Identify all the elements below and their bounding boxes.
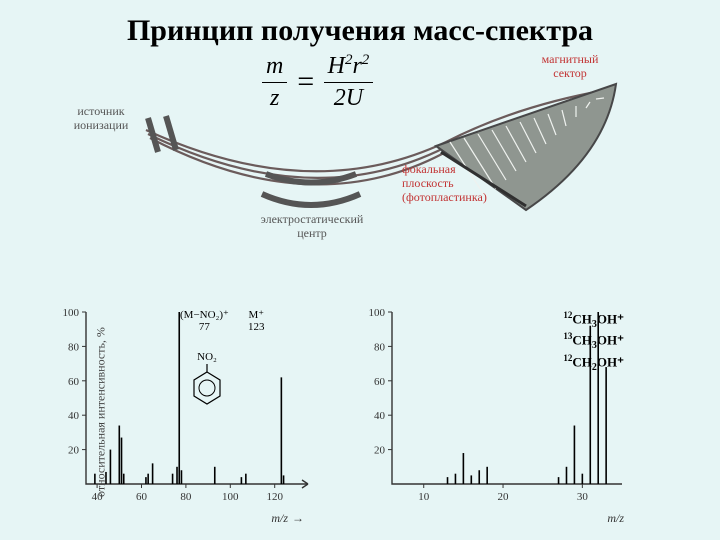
label-centre: электростатическийцентр (242, 212, 382, 240)
svg-text:40: 40 (374, 410, 386, 422)
label-focal: фокальнаяплоскость(фотопластинка) (402, 162, 512, 204)
formula-H: H (328, 53, 345, 79)
mass-spectrometer-schematic: m z = H2r2 2U источникионизации электрос… (86, 46, 626, 246)
svg-text:20: 20 (498, 491, 510, 503)
formula-U: U (346, 85, 363, 111)
svg-text:100: 100 (222, 491, 239, 503)
svg-text:10: 10 (418, 491, 430, 503)
svg-text:100: 100 (369, 307, 386, 319)
svg-text:120: 120 (266, 491, 283, 503)
svg-text:60: 60 (374, 376, 386, 388)
formula-z: z (266, 85, 283, 112)
x-axis-label-left: m/z→ (271, 511, 304, 526)
svg-text:30: 30 (577, 491, 589, 503)
formula-m: m (262, 53, 287, 80)
annotation-fragment: (M−NO₂)⁺ 77 (180, 308, 229, 333)
nitrobenzene-structure: NO₂ (182, 350, 232, 408)
svg-text:20: 20 (374, 445, 386, 457)
svg-text:20: 20 (68, 445, 80, 457)
annotation-molion: M⁺ 123 (248, 308, 265, 333)
mass-formula: m z = H2r2 2U (262, 52, 373, 112)
svg-text:80: 80 (68, 341, 80, 353)
mass-spectrum-right: 20406080100102030 m/z 12CH3OH⁺13CH3OH⁺12… (358, 302, 638, 522)
spectra-container: 20 40 60 80 100 40 60 80 100 120 относительная ин… (48, 302, 638, 522)
svg-text:80: 80 (374, 341, 386, 353)
svg-text:40: 40 (68, 410, 80, 422)
svg-text:100: 100 (63, 307, 80, 319)
formula-eq: = (295, 65, 315, 99)
page-title: Принцип получения масс-спектра (0, 14, 720, 48)
svg-text:80: 80 (180, 491, 192, 503)
label-source: источникионизации (56, 104, 146, 132)
y-axis-label: относительная интенсивность, % (93, 327, 108, 497)
mass-spectrum-left: 20406080100406080100120 относительная ин… (48, 302, 318, 522)
formula-r: r (352, 53, 361, 79)
isotope-labels: 12CH3OH⁺13CH3OH⁺12CH2OH⁺ (563, 310, 624, 374)
svg-text:60: 60 (68, 376, 80, 388)
svg-text:NO₂: NO₂ (197, 351, 217, 363)
svg-text:60: 60 (136, 491, 148, 503)
x-axis-label-right: m/z (607, 511, 624, 526)
label-sector: магнитныйсектор (530, 52, 610, 80)
